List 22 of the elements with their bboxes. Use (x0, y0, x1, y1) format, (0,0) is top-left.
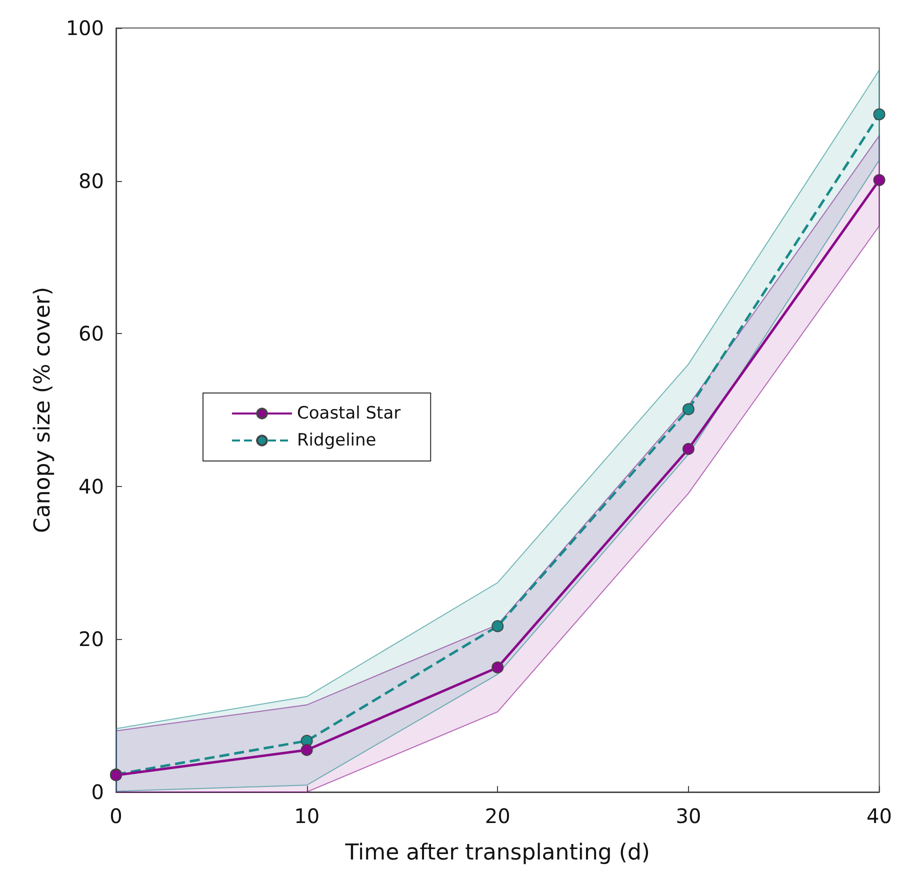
x-tick-label: 40 (866, 804, 892, 828)
y-axis-title: Canopy size (% cover) (30, 286, 56, 534)
y-tick-label: 40 (78, 474, 104, 498)
y-tick-label: 0 (91, 780, 104, 804)
point (873, 174, 886, 186)
point (682, 442, 694, 455)
legend-label: Ridgeline (297, 430, 376, 450)
y-tick-label: 60 (78, 322, 104, 346)
legend-label: Coastal Star (297, 404, 401, 424)
x-axis-title: Time after transplanting (d) (344, 840, 650, 866)
x-tick-label: 10 (294, 804, 320, 828)
point (873, 108, 886, 120)
point (300, 744, 313, 756)
x-tick-label: 20 (484, 804, 510, 828)
point (492, 620, 504, 632)
x-tick-label: 30 (676, 804, 702, 828)
y-tick-label: 20 (78, 627, 104, 652)
y-tick-label: 80 (78, 168, 104, 193)
point (682, 403, 694, 416)
point (492, 661, 504, 674)
y-tick-label: 100 (66, 16, 104, 40)
x-tick-label: 0 (110, 804, 122, 828)
